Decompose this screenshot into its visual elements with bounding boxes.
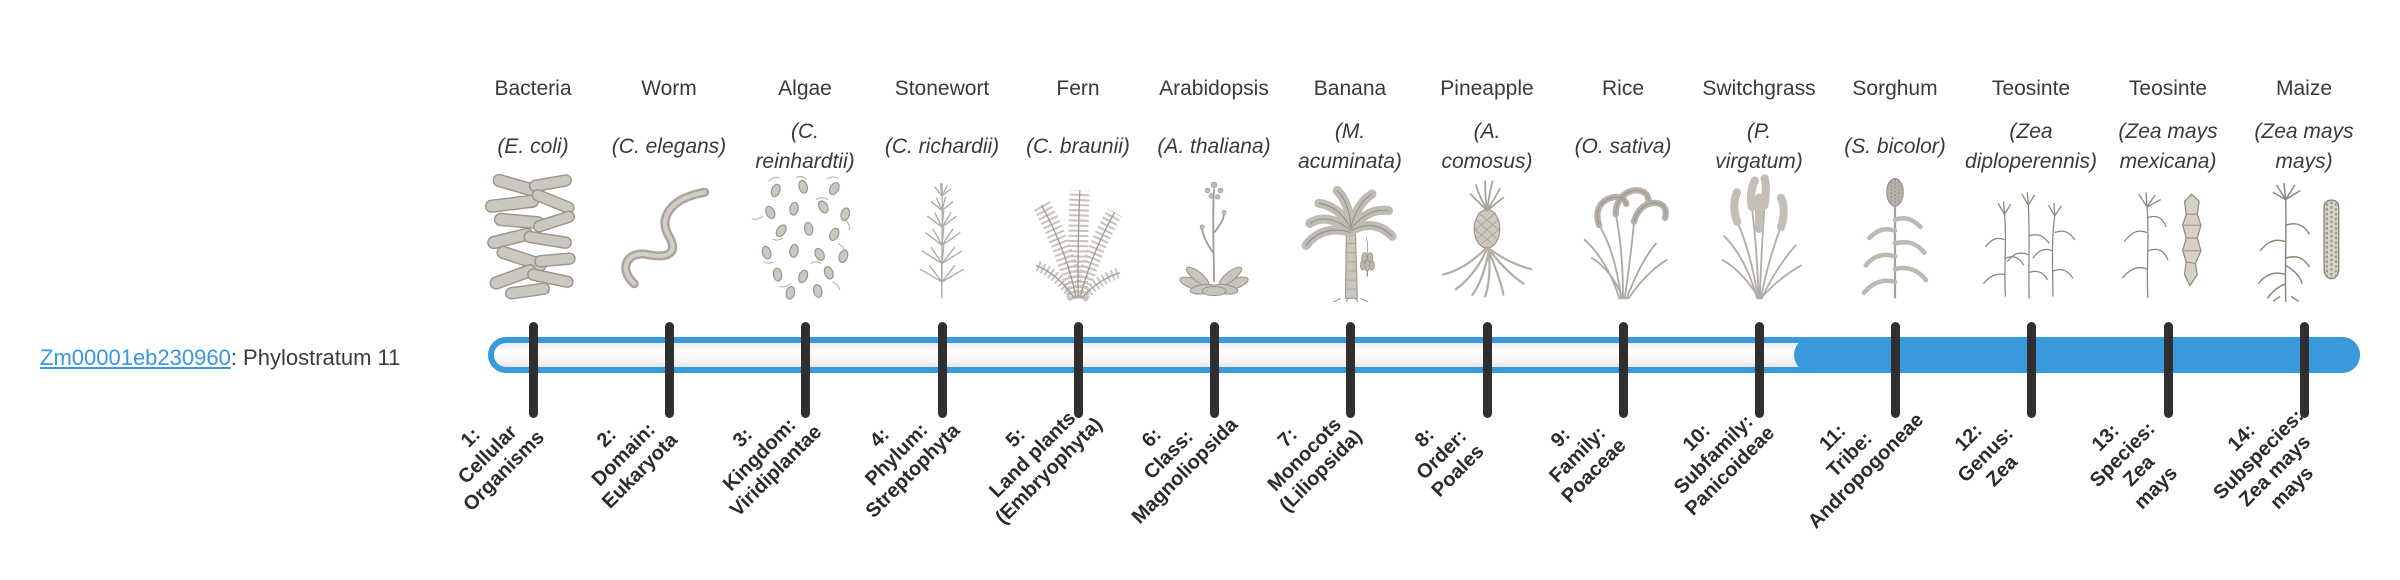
organism-name: Stonewort [894,77,990,100]
organism-species: (Zea mays mexicana) [2118,119,2218,173]
column-arabidopsis: Arabidopsis (A. thaliana) 6: Class: Magn… [1128,0,1289,580]
worm-icon [594,172,744,302]
organism-name: Switchgrass [1702,77,1816,100]
organism-species: (C. richardii) [884,134,1000,158]
maize-icon [2229,172,2379,302]
column-worm: Worm (C. elegans) 2: Domain: Eukaryota [587,0,744,580]
organism-name: Pineapple [1440,77,1534,100]
column-algae: Algae (C. reinhardtii) 3: Kingdom: Virid… [719,0,880,580]
organism-species: (A. comosus) [1441,119,1533,173]
organism-species: (A. thaliana) [1157,134,1271,158]
column-bacteria: Bacteria (E. coli) 1: Cellular Organisms [454,0,608,580]
phylostratum-text: : Phylostratum 11 [230,345,401,370]
phylostratum-tick [528,322,538,418]
column-sorghum: Sorghum (S. bicolor) 11: Tribe: Andropog… [1804,0,1970,580]
phylostratum-tick [1073,322,1083,418]
rice-icon [1548,172,1698,302]
phylostratum-tick [1209,322,1219,418]
organism-species: (M. acuminata) [1298,119,1402,173]
phylostratum-bar-fill [1794,337,2360,373]
organism-species: (Zea mays mays) [2254,119,2354,173]
column-fern: Fern (C. braunii) 5: Land plants (Embryo… [985,0,1153,580]
organism-name: Fern [1056,77,1100,100]
teosinte-diploperennis-icon [1956,172,2106,302]
organism-species: (C. reinhardtii) [755,119,855,173]
organism-species: (C. braunii) [1026,134,1130,158]
organism-species: (C. elegans) [611,134,727,158]
organism-name: Bacteria [494,77,572,100]
arabidopsis-icon [1139,172,1289,302]
phylostratum-tick [2026,322,2036,418]
phylostratum-tick [664,322,674,418]
organism-name: Rice [1601,77,1644,100]
phylostratum-tick [2299,322,2309,418]
organism-name: Teosinte [1991,77,2071,100]
organism-name: Banana [1313,77,1387,100]
phylostratum-tick [1754,322,1764,418]
organism-species: (E. coli) [497,134,569,158]
organism-name: Algae [778,77,832,100]
phylostratum-tick [2163,322,2173,418]
phylostratum-tick [1345,322,1355,418]
teosinte-mexicana-icon [2093,172,2243,302]
phylostratum-bar [488,337,2360,373]
column-teosinte-diploperennis: Teosinte (Zea diploperennis) 12: Genus: … [1951,0,2106,580]
organism-species: (S. bicolor) [1844,134,1946,158]
phylostratum-tick [1618,322,1628,418]
organism-species: (O. sativa) [1574,134,1672,158]
phylostratum-tick [800,322,810,418]
banana-icon [1275,172,1425,302]
column-rice: Rice (O. sativa) 9: Family: Poaceae [1545,0,1698,580]
organism-species: (Zea diploperennis) [1965,119,2097,173]
organism-name: Sorghum [1852,77,1938,100]
gene-link[interactable]: Zm00001eb230960 [40,345,231,370]
stratum-label: 1: Cellular Organisms [453,420,549,516]
phylostratum-tick [1890,322,1900,418]
phylostratum-tick [1482,322,1492,418]
organism-name: Worm [641,77,697,100]
column-maize: Maize (Zea mays mays) 14: Subspecies: Ze… [2209,0,2379,580]
column-switchgrass: Switchgrass (P. virgatum) 10: Subfamily:… [1670,0,1834,580]
column-teosinte-mexicana: Teosinte (Zea mays mexicana) 13: Species… [2086,0,2243,580]
organism-name: Arabidopsis [1159,77,1269,100]
gene-label: Zm00001eb230960: Phylostratum 11 [40,345,400,371]
column-pineapple: Pineapple (A. comosus) 8: Order: Poales [1411,0,1562,580]
fern-icon [1003,172,1153,302]
organism-name: Maize [2275,77,2333,100]
organism-name: Teosinte [2128,77,2208,100]
pineapple-icon [1412,172,1562,302]
algae-icon [730,172,880,302]
organism-species: (P. virgatum) [1715,119,1803,173]
column-stonewort: Stonewort (C. richardii) 4: Phylum: Stre… [861,0,1017,580]
sorghum-icon [1820,172,1970,302]
phylostratum-tick [937,322,947,418]
column-banana: Banana (M. acuminata) 7: Monocots (Lilio… [1263,0,1425,580]
bacteria-icon [458,172,608,302]
switchgrass-icon [1684,172,1834,302]
stonewort-icon [867,172,1017,302]
